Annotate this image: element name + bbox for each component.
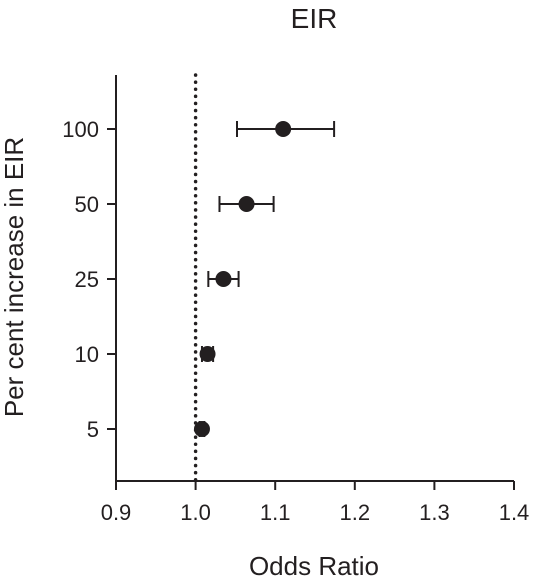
x-tick-label: 1.4 [499,500,530,525]
point-marker [193,421,210,437]
plot-area: 0.9 1.0 1.1 1.2 1.3 1.4 100 50 25 10 5 [62,73,530,525]
y-axis-label: Per cent increase in EIR [0,137,29,417]
chart-title: EIR [291,3,338,34]
y-tick-label: 100 [62,117,99,142]
y-tick-label: 25 [75,267,99,292]
x-tick-label: 1.1 [260,500,291,525]
point-marker [215,271,232,287]
point-marker [238,196,255,212]
x-tick-label: 1.0 [180,500,211,525]
x-tick-label: 0.9 [101,500,132,525]
y-tick-label: 50 [75,192,99,217]
x-axis-label: Odds Ratio [249,551,379,578]
x-tick-label: 1.2 [340,500,371,525]
point-marker [199,346,216,362]
x-tick-label: 1.3 [419,500,450,525]
point-marker [275,121,292,137]
y-tick-label: 5 [87,417,99,442]
y-tick-label: 10 [75,342,99,367]
